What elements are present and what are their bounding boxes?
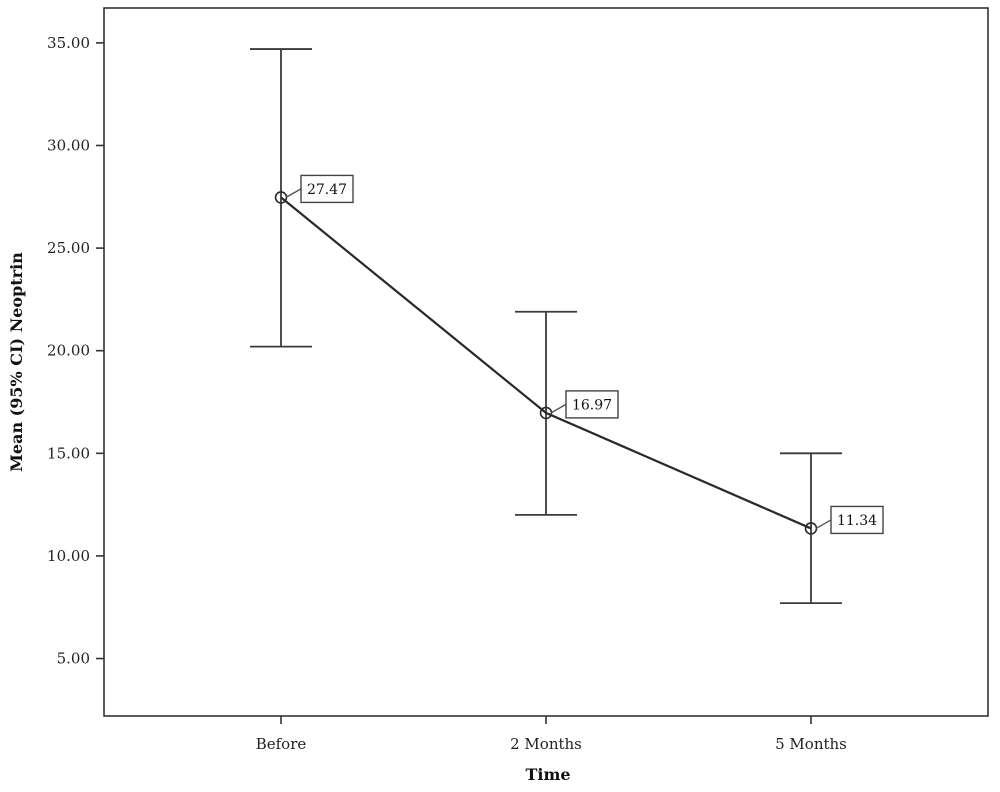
- data-label-leader: [815, 519, 832, 530]
- x-tick-label: 5 Months: [775, 735, 847, 753]
- y-axis: 5.00 10.00 15.00 20.00 25.00 30.00 35.00: [47, 34, 104, 668]
- y-tick-label: 5.00: [57, 650, 90, 668]
- x-axis: Before 2 Months 5 Months: [256, 716, 847, 753]
- data-label: 11.34: [837, 513, 877, 529]
- x-axis-title: Time: [525, 765, 570, 784]
- data-label-box: [565, 390, 619, 419]
- series-line-group: [280, 196, 812, 530]
- data-label-box: [300, 174, 354, 204]
- data-label: 27.47: [307, 182, 347, 198]
- y-axis-title: Mean (95% CI) Neoptrin: [7, 252, 26, 472]
- y-tick-label: 15.00: [47, 444, 90, 462]
- data-labels: 27.47 16.97 11.34: [285, 174, 884, 535]
- series-line: [280, 196, 812, 530]
- data-label: 16.97: [572, 397, 612, 413]
- x-tick-label: Before: [256, 735, 307, 753]
- y-tick-label: 25.00: [47, 239, 90, 257]
- y-tick-label: 10.00: [47, 547, 90, 565]
- y-tick-label: 20.00: [47, 342, 90, 360]
- data-label-leader: [550, 403, 567, 414]
- data-label-leader: [285, 188, 302, 199]
- x-tick-label: 2 Months: [510, 735, 582, 753]
- data-label-box: [830, 505, 884, 535]
- y-tick-label: 30.00: [47, 136, 90, 154]
- y-tick-label: 35.00: [47, 34, 90, 52]
